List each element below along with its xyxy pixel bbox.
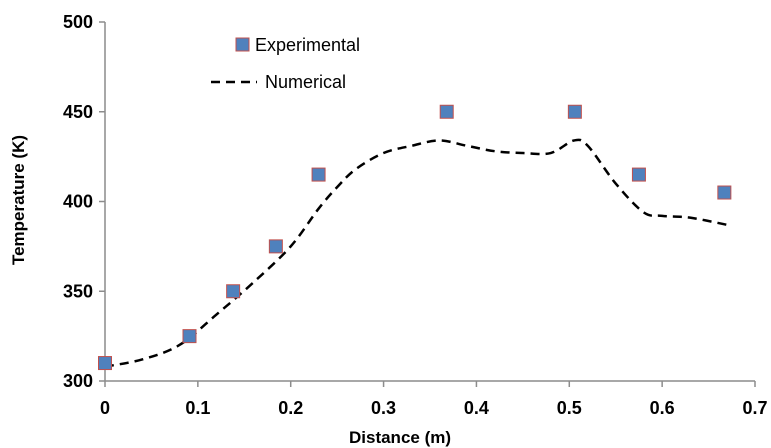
y-tick-label: 350: [63, 281, 93, 301]
experimental-point: [631, 167, 646, 182]
experimental-point: [268, 239, 283, 254]
x-tick-label: 0.5: [557, 398, 582, 418]
experimental-point: [567, 104, 582, 119]
legend-experimental-marker: [235, 37, 250, 52]
experimental-point: [182, 329, 197, 344]
y-axis-title: Temperature (K): [9, 135, 28, 265]
x-tick-label: 0.4: [464, 398, 489, 418]
x-axis-title: Distance (m): [349, 428, 451, 447]
y-tick-label: 450: [63, 102, 93, 122]
legend: Experimental Numerical: [211, 35, 360, 92]
y-tick-label: 500: [63, 12, 93, 32]
numerical-series-line: [104, 138, 728, 368]
legend-experimental-label: Experimental: [255, 35, 360, 55]
y-tick-label: 300: [63, 371, 93, 391]
x-tick-label: 0: [100, 398, 110, 418]
experimental-point: [717, 185, 732, 200]
x-tick-label: 0.3: [371, 398, 396, 418]
ticks: 300 350 400 450 500 0 0.1 0.2 0.3 0.4 0.5 0.6 0.7: [63, 12, 768, 418]
y-tick-label: 400: [63, 192, 93, 212]
series: [98, 104, 732, 371]
legend-numerical-label: Numerical: [265, 72, 346, 92]
x-tick-label: 0.2: [278, 398, 303, 418]
experimental-point: [98, 356, 112, 371]
x-tick-label: 0.1: [185, 398, 210, 418]
x-tick-label: 0.7: [742, 398, 767, 418]
experimental-point: [311, 167, 326, 182]
experimental-point: [439, 104, 454, 119]
x-tick-label: 0.6: [650, 398, 675, 418]
experimental-point: [226, 284, 241, 299]
